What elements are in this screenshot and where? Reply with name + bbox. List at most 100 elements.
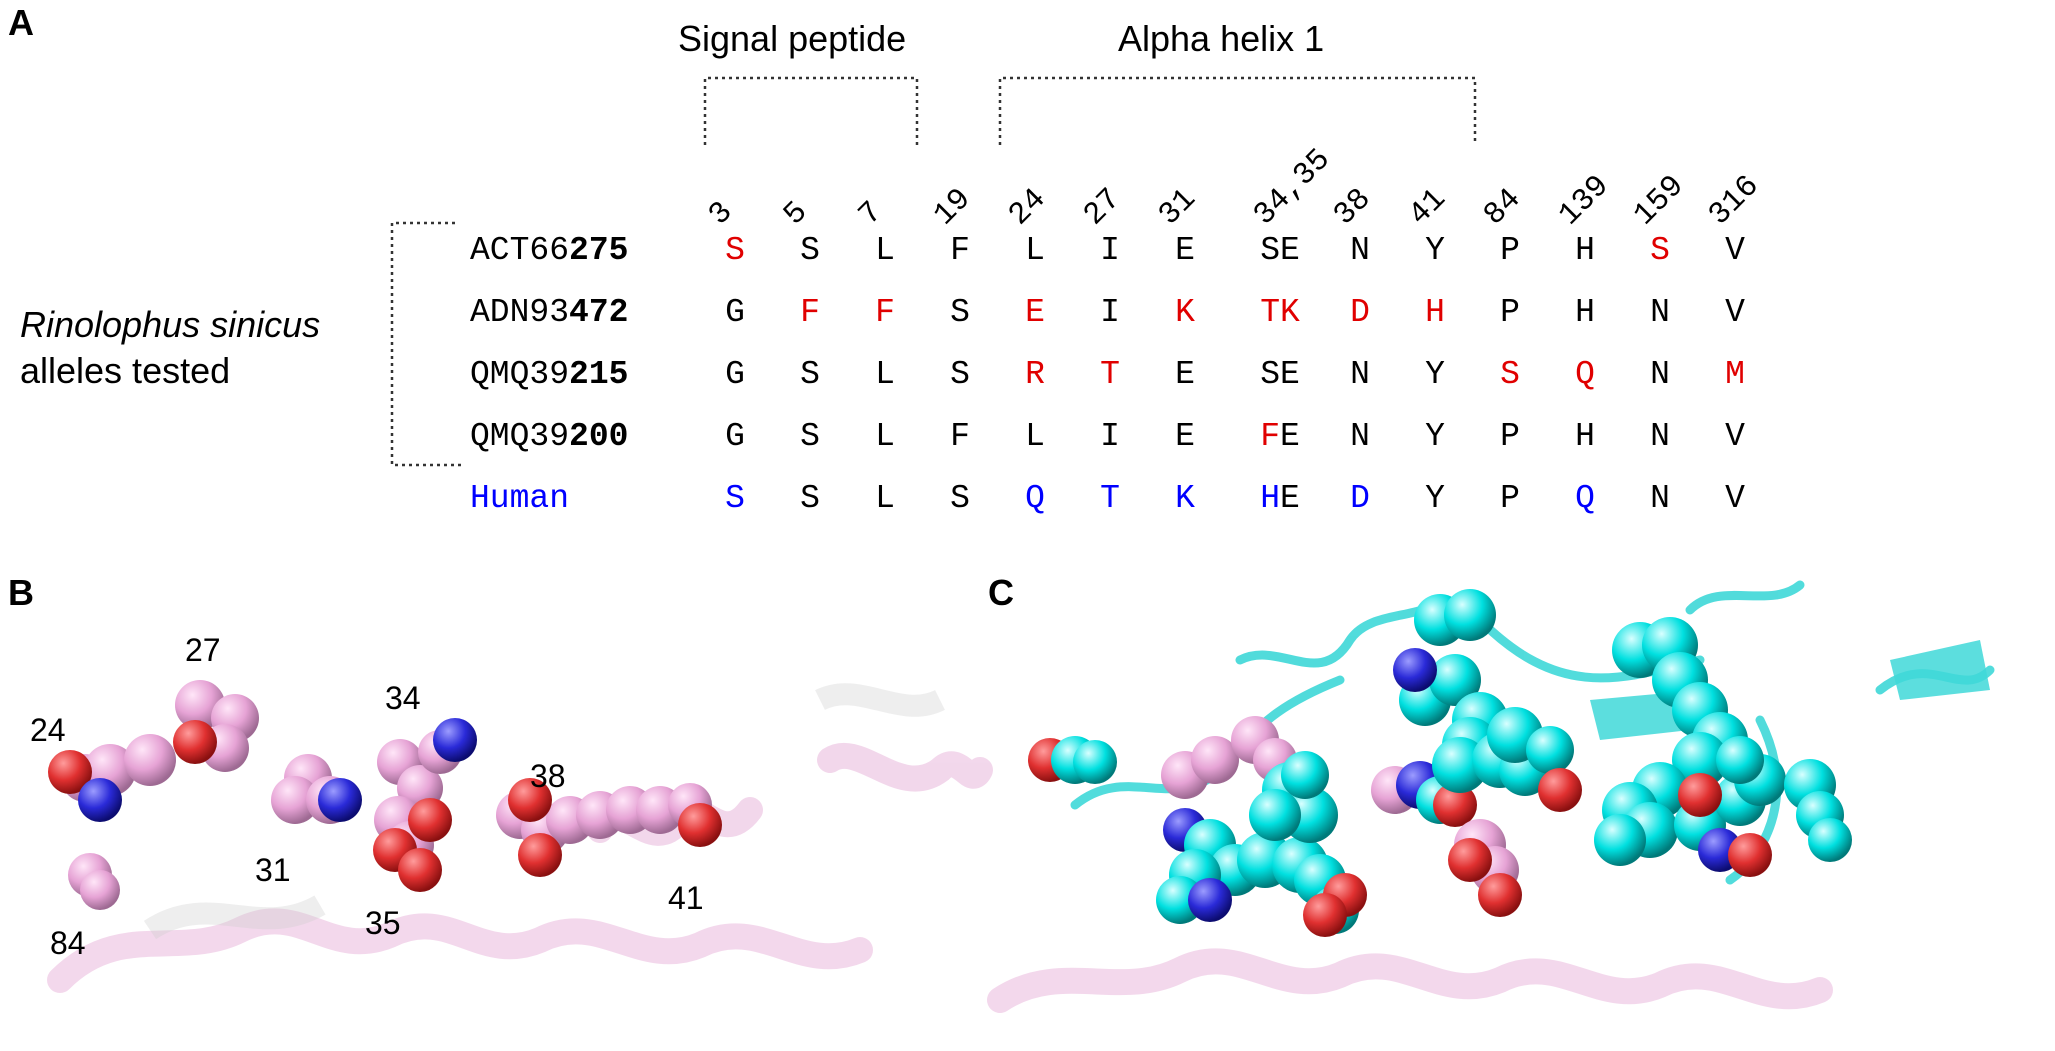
allele-bold-suffix: 200 xyxy=(569,418,629,455)
atom-sphere xyxy=(1448,838,1492,882)
residue-cell: L xyxy=(845,232,925,269)
residue-letter: H xyxy=(1575,294,1595,331)
residue-cell: L xyxy=(845,418,925,455)
residue-cell: S xyxy=(770,480,850,517)
residue-cell: L xyxy=(995,418,1075,455)
atom-sphere xyxy=(1433,783,1477,827)
residue-cell: Y xyxy=(1395,232,1475,269)
residue-letter: N xyxy=(1650,294,1670,331)
residue-cell: E xyxy=(995,294,1075,331)
species-suffix: alleles tested xyxy=(20,350,231,391)
residue-cell: HE xyxy=(1240,480,1320,517)
residue-letter: S xyxy=(950,480,970,517)
atom-sphere xyxy=(1249,789,1301,841)
residue-letter: F xyxy=(1260,418,1280,455)
species-label: Rinolophus sinicus alleles tested xyxy=(20,302,320,394)
residue-letter: V xyxy=(1725,232,1745,269)
residue-letter: N xyxy=(1650,480,1670,517)
residue-cell: F xyxy=(770,294,850,331)
atom-sphere xyxy=(678,803,722,847)
residue-cell: S xyxy=(1470,356,1550,393)
atom-sphere xyxy=(508,778,552,822)
residue-cell: Y xyxy=(1395,418,1475,455)
atom-sphere xyxy=(1672,732,1728,788)
residue-cell: Q xyxy=(1545,480,1625,517)
allele-prefix: QMQ39 xyxy=(470,356,570,393)
residue-cell: K xyxy=(1145,480,1225,517)
residue-letter: G xyxy=(725,418,745,455)
residue-letter: H xyxy=(1425,294,1445,331)
residue-cell: S xyxy=(920,480,1000,517)
residue-letter: V xyxy=(1725,294,1745,331)
residue-cell: S xyxy=(770,418,850,455)
residue-cell: V xyxy=(1695,418,1775,455)
residue-letter: S xyxy=(800,232,820,269)
residue-letter: E xyxy=(1280,418,1300,455)
allele-bold-suffix: 472 xyxy=(569,294,629,331)
residue-letter: H xyxy=(1575,418,1595,455)
residue-letter: S xyxy=(950,294,970,331)
residue-letter: Q xyxy=(1025,480,1045,517)
residue-letter: D xyxy=(1350,294,1370,331)
residue-letter: H xyxy=(1575,232,1595,269)
residue-cell: V xyxy=(1695,480,1775,517)
residue-cell: I xyxy=(1070,294,1150,331)
atom-sphere xyxy=(1393,648,1437,692)
residue-cell: S xyxy=(770,356,850,393)
residue-cell: P xyxy=(1470,232,1550,269)
residue-letter: S xyxy=(1650,232,1670,269)
residue-letter: S xyxy=(950,356,970,393)
residue-letter: G xyxy=(725,356,745,393)
allele-name: QMQ39200 xyxy=(470,418,628,455)
residue-cell: FE xyxy=(1240,418,1320,455)
residue-cell: S xyxy=(1620,232,1700,269)
residue-letter: F xyxy=(800,294,820,331)
residue-number-label: 38 xyxy=(530,758,566,794)
residue-cell: N xyxy=(1620,480,1700,517)
panel-b-label: B xyxy=(8,572,34,613)
residue-letter: P xyxy=(1500,418,1520,455)
residue-cell: F xyxy=(920,232,1000,269)
allele-prefix: ADN93 xyxy=(470,294,570,331)
atom-sphere xyxy=(518,833,562,877)
residue-letter: H xyxy=(1260,480,1280,517)
residue-cell: H xyxy=(1395,294,1475,331)
residue-letter: S xyxy=(800,356,820,393)
allele-name: ADN93472 xyxy=(470,294,628,331)
residue-number-label: 35 xyxy=(365,905,401,941)
residue-cell: Y xyxy=(1395,356,1475,393)
residue-cell: N xyxy=(1620,294,1700,331)
residue-letter: K xyxy=(1175,480,1195,517)
residue-letter: TK xyxy=(1260,294,1300,331)
residue-cell: P xyxy=(1470,418,1550,455)
atom-sphere xyxy=(1808,818,1852,862)
atom-sphere xyxy=(318,778,362,822)
residue-cell: D xyxy=(1320,480,1400,517)
atom-sphere xyxy=(1188,878,1232,922)
allele-bold-suffix: 275 xyxy=(569,232,629,269)
species-bracket xyxy=(390,221,462,467)
atom-sphere xyxy=(1594,814,1646,866)
atom-sphere xyxy=(173,720,217,764)
residue-spheres-b xyxy=(48,680,722,910)
residue-letter: SE xyxy=(1260,232,1300,269)
atom-sphere xyxy=(1716,736,1764,784)
residue-letter: M xyxy=(1725,356,1745,393)
residue-cell: V xyxy=(1695,294,1775,331)
residue-letter: N xyxy=(1350,418,1370,455)
residue-letter: N xyxy=(1350,232,1370,269)
residue-letter: Y xyxy=(1425,232,1445,269)
residue-letter: P xyxy=(1500,232,1520,269)
residue-number-label: 31 xyxy=(255,852,291,888)
residue-letter: G xyxy=(725,294,745,331)
atom-sphere xyxy=(1191,736,1239,784)
atom-sphere xyxy=(408,798,452,842)
species-name: Rinolophus sinicus xyxy=(20,304,321,345)
residue-letter: Q xyxy=(1575,480,1595,517)
residue-cell: P xyxy=(1470,294,1550,331)
residue-cell: SE xyxy=(1240,232,1320,269)
residue-cell: E xyxy=(1145,356,1225,393)
